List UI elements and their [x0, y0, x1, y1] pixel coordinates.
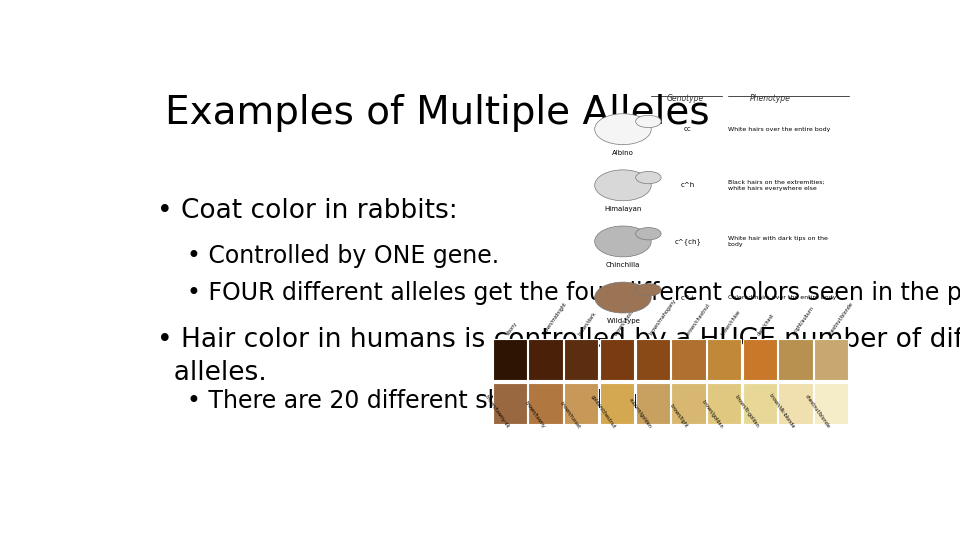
Text: White hairs over the entire body: White hairs over the entire body	[728, 127, 830, 132]
Text: Wild type: Wild type	[607, 318, 639, 324]
Text: Black hairs on the extremities;
white hairs everywhere else: Black hairs on the extremities; white ha…	[728, 180, 825, 191]
Text: • Hair color in humans is controlled by a HUGE number of different
  alleles.: • Hair color in humans is controlled by …	[157, 327, 960, 386]
FancyBboxPatch shape	[492, 339, 527, 380]
FancyBboxPatch shape	[743, 339, 777, 380]
Text: brown/tawny: brown/tawny	[523, 400, 545, 429]
Text: dark/chest: dark/chest	[756, 312, 775, 336]
Text: chestnut/blonde: chestnut/blonde	[804, 394, 831, 429]
FancyBboxPatch shape	[564, 339, 598, 380]
Text: Himalayan: Himalayan	[604, 206, 641, 212]
Text: Genotype: Genotype	[666, 94, 704, 103]
Text: Chinchilla: Chinchilla	[606, 262, 640, 268]
Text: brown/russet: brown/russet	[559, 400, 581, 429]
FancyBboxPatch shape	[492, 383, 527, 424]
FancyBboxPatch shape	[600, 383, 635, 424]
FancyBboxPatch shape	[566, 82, 849, 331]
FancyBboxPatch shape	[814, 339, 849, 380]
FancyBboxPatch shape	[564, 383, 598, 424]
FancyBboxPatch shape	[671, 339, 706, 380]
Text: golden/chestnut: golden/chestnut	[590, 394, 617, 429]
FancyBboxPatch shape	[814, 383, 849, 424]
Text: • There are 20 different shades of hair: • There are 20 different shades of hair	[187, 389, 642, 413]
Ellipse shape	[636, 115, 661, 127]
Ellipse shape	[594, 282, 651, 313]
Text: brown/light: brown/light	[668, 403, 688, 429]
Text: chestnut/blonde: chestnut/blonde	[828, 300, 854, 336]
Text: brown/lt-golden: brown/lt-golden	[733, 395, 760, 429]
Ellipse shape	[636, 227, 661, 240]
FancyBboxPatch shape	[707, 339, 741, 380]
Text: • Coat color in rabbits:: • Coat color in rabbits:	[157, 198, 458, 224]
FancyBboxPatch shape	[743, 383, 777, 424]
Ellipse shape	[594, 170, 651, 201]
Text: White hair with dark tips on the
body: White hair with dark tips on the body	[728, 236, 828, 247]
FancyBboxPatch shape	[600, 339, 635, 380]
Text: cc: cc	[684, 126, 692, 132]
Text: brown/dk-blonde: brown/dk-blonde	[768, 393, 796, 429]
Text: brown/chestnut: brown/chestnut	[684, 301, 710, 336]
Text: brown/mahogany: brown/mahogany	[649, 298, 678, 336]
Ellipse shape	[594, 226, 651, 257]
Text: ebony: ebony	[506, 321, 518, 336]
Text: c^+: c^+	[680, 294, 696, 301]
FancyBboxPatch shape	[779, 383, 813, 424]
FancyBboxPatch shape	[636, 339, 670, 380]
Text: auburn/golden: auburn/golden	[628, 397, 653, 429]
Text: Colored hairs over the entire body: Colored hairs over the entire body	[728, 295, 836, 300]
Text: brown/midnight: brown/midnight	[541, 301, 568, 336]
Text: c^h: c^h	[681, 183, 695, 188]
FancyBboxPatch shape	[707, 383, 741, 424]
FancyBboxPatch shape	[636, 383, 670, 424]
Text: Phenotype: Phenotype	[750, 94, 790, 103]
Ellipse shape	[636, 171, 661, 184]
FancyBboxPatch shape	[528, 383, 563, 424]
Text: • FOUR different alleles get the four different colors seen in the picture.: • FOUR different alleles get the four di…	[187, 281, 960, 305]
Text: bright/auburn: bright/auburn	[791, 305, 815, 336]
Text: brown/choco: brown/choco	[612, 307, 635, 336]
Text: brown/chloe: brown/chloe	[720, 308, 741, 336]
Text: Albino: Albino	[612, 150, 634, 156]
Text: • Controlled by ONE gene.: • Controlled by ONE gene.	[187, 244, 499, 268]
FancyBboxPatch shape	[671, 383, 706, 424]
Text: brown/golden: brown/golden	[701, 399, 724, 429]
FancyBboxPatch shape	[528, 339, 563, 380]
Text: brown/tawny-dk: brown/tawny-dk	[483, 394, 510, 429]
Text: c^{ch}: c^{ch}	[675, 238, 702, 245]
Ellipse shape	[594, 114, 651, 145]
FancyBboxPatch shape	[779, 339, 813, 380]
Ellipse shape	[636, 284, 661, 296]
Text: brown/dark: brown/dark	[577, 310, 597, 336]
Text: Examples of Multiple Alleles: Examples of Multiple Alleles	[165, 94, 709, 132]
